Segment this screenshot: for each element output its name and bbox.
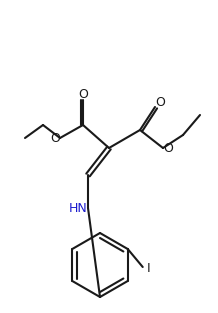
Text: HN: HN <box>69 202 87 214</box>
Text: O: O <box>155 96 165 110</box>
Text: O: O <box>50 132 60 146</box>
Text: O: O <box>78 89 88 101</box>
Text: I: I <box>147 263 150 275</box>
Text: O: O <box>163 141 173 155</box>
